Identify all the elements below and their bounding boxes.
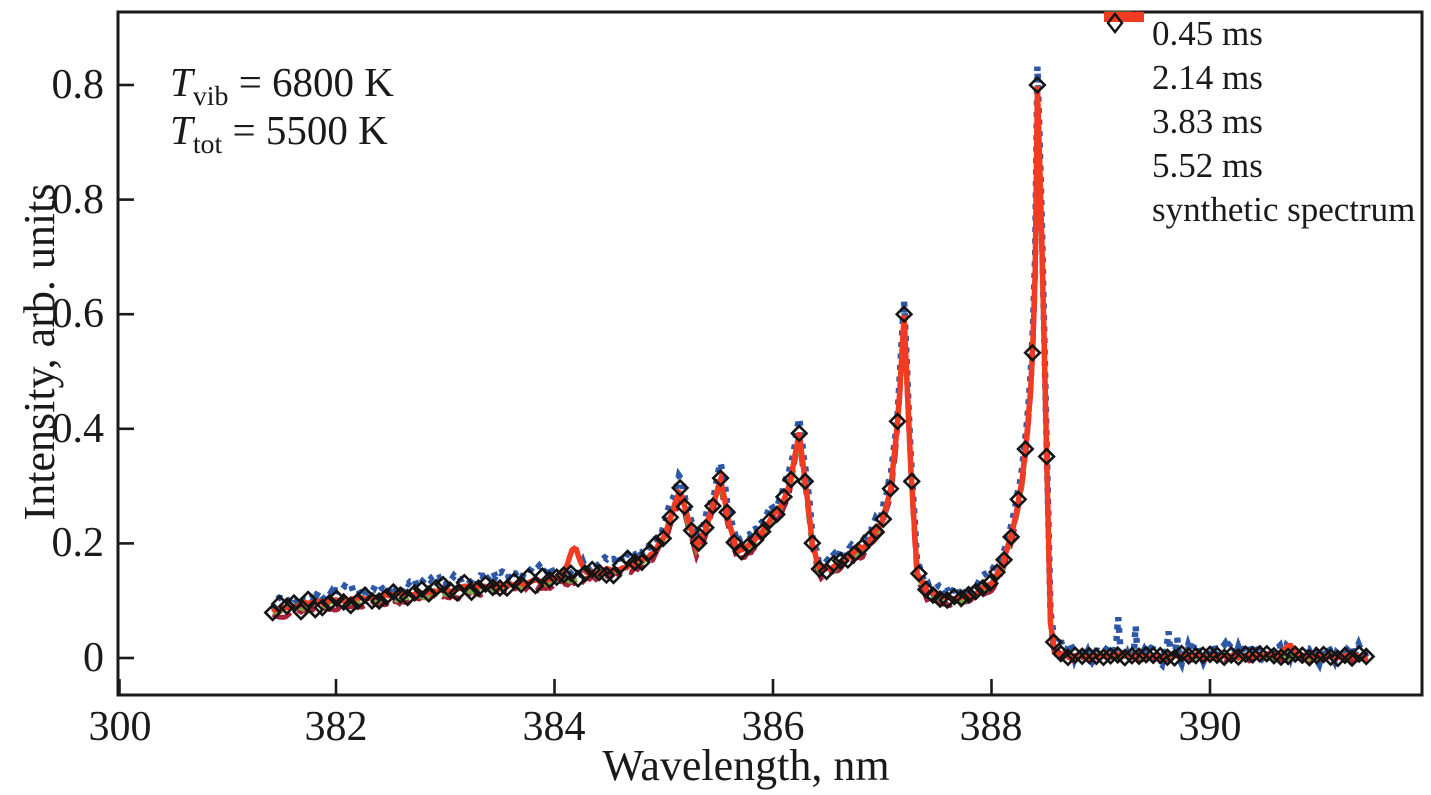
x-axis-title: Wavelength, nm [602,741,890,790]
open-diamond-icon [1104,12,1148,220]
legend-label: 3.83 ms [1152,101,1263,141]
legend-label: synthetic spectrum [1152,189,1416,229]
x-tick-label: 390 [1178,704,1242,750]
x-tick-label: 386 [741,704,805,750]
t-vib-annotation: Tvib = 6800 K [170,59,394,113]
y-tick-label: 0.4 [51,406,105,452]
legend-item-2-14ms: 2.14 ms [1104,11,1415,99]
y-axis-title: Intensity, arb. units [15,183,64,521]
x-tick-label: 382 [304,704,368,750]
legend-label: 0.45 ms [1152,13,1263,53]
synthetic-spectrum-diamonds [263,75,1376,668]
x-tick-label: 300 [88,704,152,750]
y-tick-label: 0 [83,635,104,681]
legend: 0.45 ms 2.14 ms 3.83 ms 5.52 ms syntheti… [1104,11,1415,231]
y-tick-label: 0.2 [51,520,105,566]
t-tot-annotation: Ttot = 5500 K [170,107,388,161]
y-tick-label: 0.8 [51,177,105,223]
x-tick-label: 388 [959,704,1023,750]
short-dash-swatch [1104,11,1148,132]
x-tick-label: 384 [522,704,586,750]
solid-line-swatch [1104,12,1148,176]
legend-label: 5.52 ms [1152,145,1263,185]
legend-item-5-52ms: 5.52 ms [1104,12,1415,187]
data-curves [263,66,1376,674]
legend-item-synthetic-spectrum: synthetic spectrum [1104,12,1416,231]
legend-label: 2.14 ms [1152,57,1263,97]
temperature-annotation: Tvib = 6800 K Ttot = 5500 K [170,58,394,161]
dashed-line-swatch [1104,11,1148,88]
axis-ticks [118,83,1212,695]
plot-border [116,10,1424,697]
legend-item-0-45ms: 0.45 ms [1104,11,1415,55]
legend-item-3-83ms: 3.83 ms [1104,11,1415,143]
y-tick-label: 0.8 [51,62,105,108]
y-tick-label: 0.6 [51,291,105,337]
